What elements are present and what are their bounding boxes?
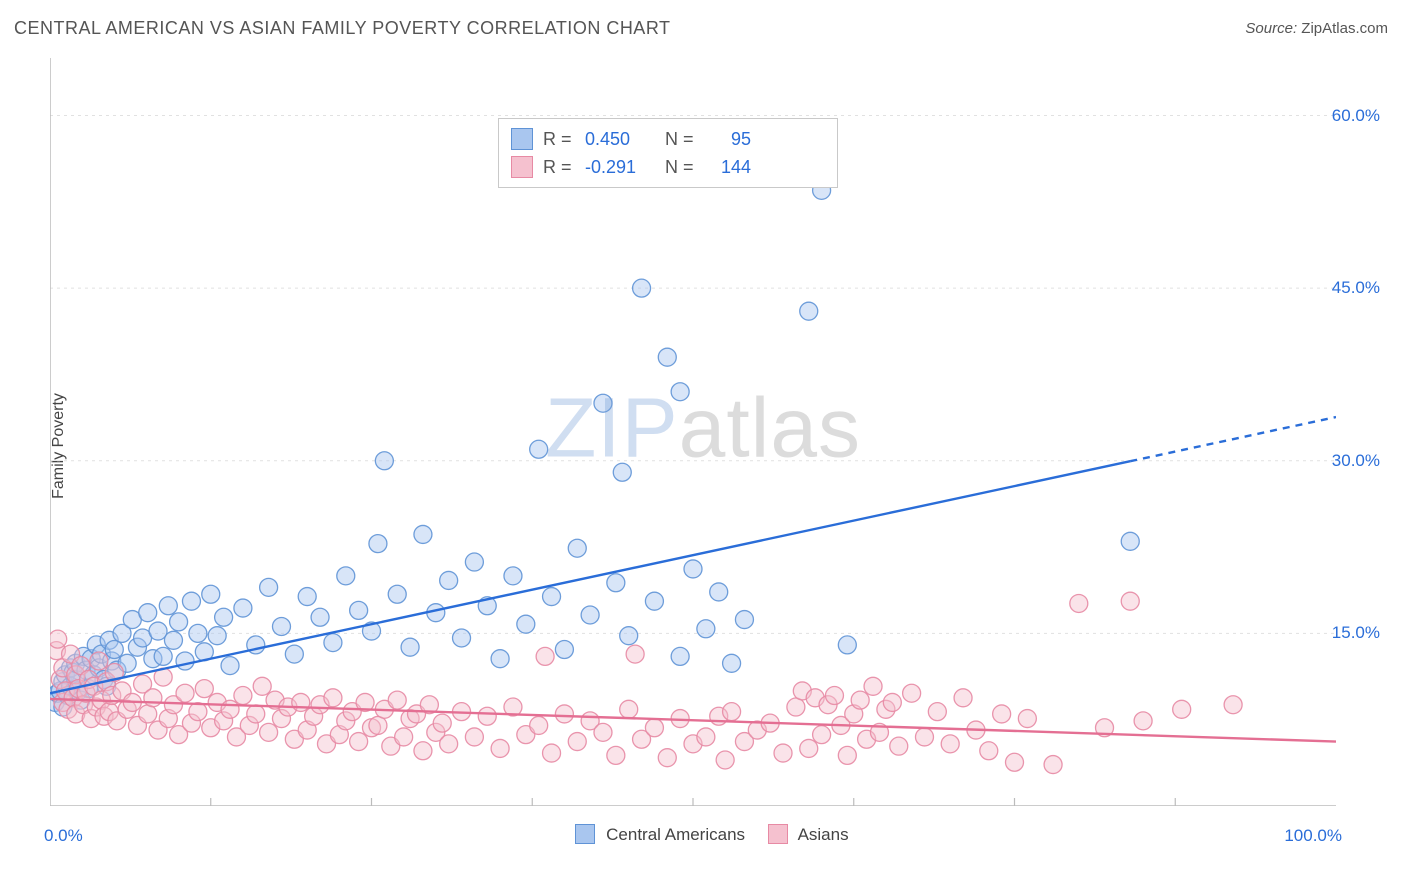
stats-n-value-0: 95 — [705, 125, 751, 153]
stats-row-1: R = -0.291 N = 144 — [511, 153, 825, 181]
ytick-label: 30.0% — [1332, 451, 1380, 471]
ytick-label: 60.0% — [1332, 106, 1380, 126]
stats-n-label-1: N = — [665, 153, 695, 181]
ytick-label: 15.0% — [1332, 623, 1380, 643]
stats-r-value-1: -0.291 — [585, 153, 651, 181]
chart-title: CENTRAL AMERICAN VS ASIAN FAMILY POVERTY… — [14, 18, 671, 39]
source-attribution: Source: ZipAtlas.com — [1245, 20, 1388, 37]
ytick-label: 45.0% — [1332, 278, 1380, 298]
bottom-legend: Central Americans Asians — [0, 824, 1406, 845]
stats-n-value-1: 144 — [705, 153, 751, 181]
stats-row-0: R = 0.450 N = 95 — [511, 125, 825, 153]
bottom-legend-label-1: Asians — [798, 825, 849, 844]
stats-legend: R = 0.450 N = 95 R = -0.291 N = 144 — [498, 118, 838, 188]
stats-n-label-0: N = — [665, 125, 695, 153]
stats-r-label-0: R = — [543, 125, 575, 153]
plot-area: R = 0.450 N = 95 R = -0.291 N = 144 — [50, 58, 1336, 806]
bottom-swatch-0 — [575, 824, 595, 844]
legend-swatch-0 — [511, 128, 533, 150]
bottom-swatch-1 — [768, 824, 788, 844]
stats-r-value-0: 0.450 — [585, 125, 651, 153]
stats-r-label-1: R = — [543, 153, 575, 181]
source-prefix: Source: — [1245, 20, 1301, 37]
bottom-legend-label-0: Central Americans — [606, 825, 745, 844]
legend-swatch-1 — [511, 156, 533, 178]
source-name: ZipAtlas.com — [1301, 20, 1388, 37]
chart-frame: CENTRAL AMERICAN VS ASIAN FAMILY POVERTY… — [0, 0, 1406, 892]
